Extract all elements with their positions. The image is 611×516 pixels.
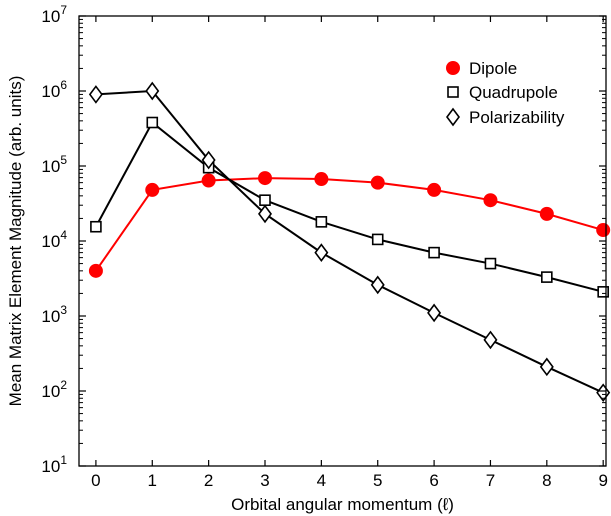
y-tick-label: 105 [41, 153, 67, 176]
y-tick-label: 104 [41, 228, 67, 251]
dipole-point [145, 182, 160, 197]
x-tick-label: 4 [317, 471, 326, 490]
polarizability-point [427, 303, 442, 323]
dipole-point [201, 173, 216, 188]
series-line-polarizability [95, 89, 604, 394]
x-tick-label: 2 [204, 471, 213, 490]
y-tick-label: 101 [41, 453, 67, 476]
quadrupole-point [371, 233, 384, 246]
dipole-point [539, 206, 554, 221]
legend-entry-polarizability: Polarizability [446, 107, 565, 127]
polarizability-point [145, 81, 160, 101]
quadrupole-point [541, 271, 553, 283]
polarizability-point [483, 330, 498, 350]
polarizability-point [201, 150, 216, 170]
legend-label-polarizability: Polarizability [469, 108, 565, 127]
dipole-point [483, 193, 498, 208]
legend-entry-dipole: Dipole [446, 59, 517, 78]
x-tick-label: 5 [373, 471, 382, 490]
legend-label-dipole: Dipole [469, 59, 517, 78]
y-tick-label: 103 [41, 303, 67, 326]
x-tick-label: 3 [260, 471, 269, 490]
series-line-dipole [95, 177, 604, 272]
y-axis-label: Mean Matrix Element Magnitude (arb. unit… [6, 76, 25, 407]
x-tick-label: 0 [91, 471, 100, 490]
polarizability-point [314, 243, 329, 262]
quadrupole-point [315, 216, 328, 228]
legend-marker-polarizability [446, 107, 460, 127]
legend-marker-quadrupole [447, 86, 459, 98]
legend-entry-quadrupole: Quadrupole [447, 83, 558, 102]
x-tick-label: 9 [598, 471, 607, 490]
quadrupole-point [146, 116, 159, 129]
plot-area [88, 81, 611, 403]
quadrupole-point [597, 286, 609, 298]
x-tick-label: 7 [486, 471, 495, 490]
dipole-point [258, 171, 272, 186]
series-line-quadrupole [95, 120, 604, 293]
legend-label-quadrupole: Quadrupole [469, 83, 558, 102]
polarizability-point [258, 204, 272, 224]
x-axis-label: Orbital angular momentum (ℓ) [231, 495, 454, 514]
quadrupole-point [484, 257, 497, 270]
y-axis-ticks: 101 102 103 104 105 106 107 [41, 3, 606, 476]
legend: Dipole Quadrupole Polarizability [446, 59, 565, 127]
polarizability-point [370, 275, 385, 295]
dipole-point [596, 223, 611, 238]
y-tick-label: 106 [41, 78, 67, 101]
legend-marker-dipole [446, 61, 460, 75]
x-tick-label: 6 [429, 471, 438, 490]
dipole-point [427, 182, 442, 197]
quadrupole-point [259, 194, 271, 206]
quadrupole-point [90, 220, 102, 233]
dipole-point [88, 263, 103, 278]
y-tick-label: 107 [41, 3, 67, 26]
dipole-point [370, 175, 385, 190]
polarizability-point [539, 357, 554, 377]
dipole-point [314, 172, 329, 187]
x-tick-label: 1 [148, 471, 157, 490]
quadrupole-point [428, 246, 440, 259]
x-tick-label: 8 [542, 471, 551, 490]
x-axis-ticks: 0 1 2 3 4 5 6 7 8 9 [91, 16, 608, 490]
y-tick-label: 102 [41, 378, 67, 401]
polarizability-point [88, 85, 103, 104]
